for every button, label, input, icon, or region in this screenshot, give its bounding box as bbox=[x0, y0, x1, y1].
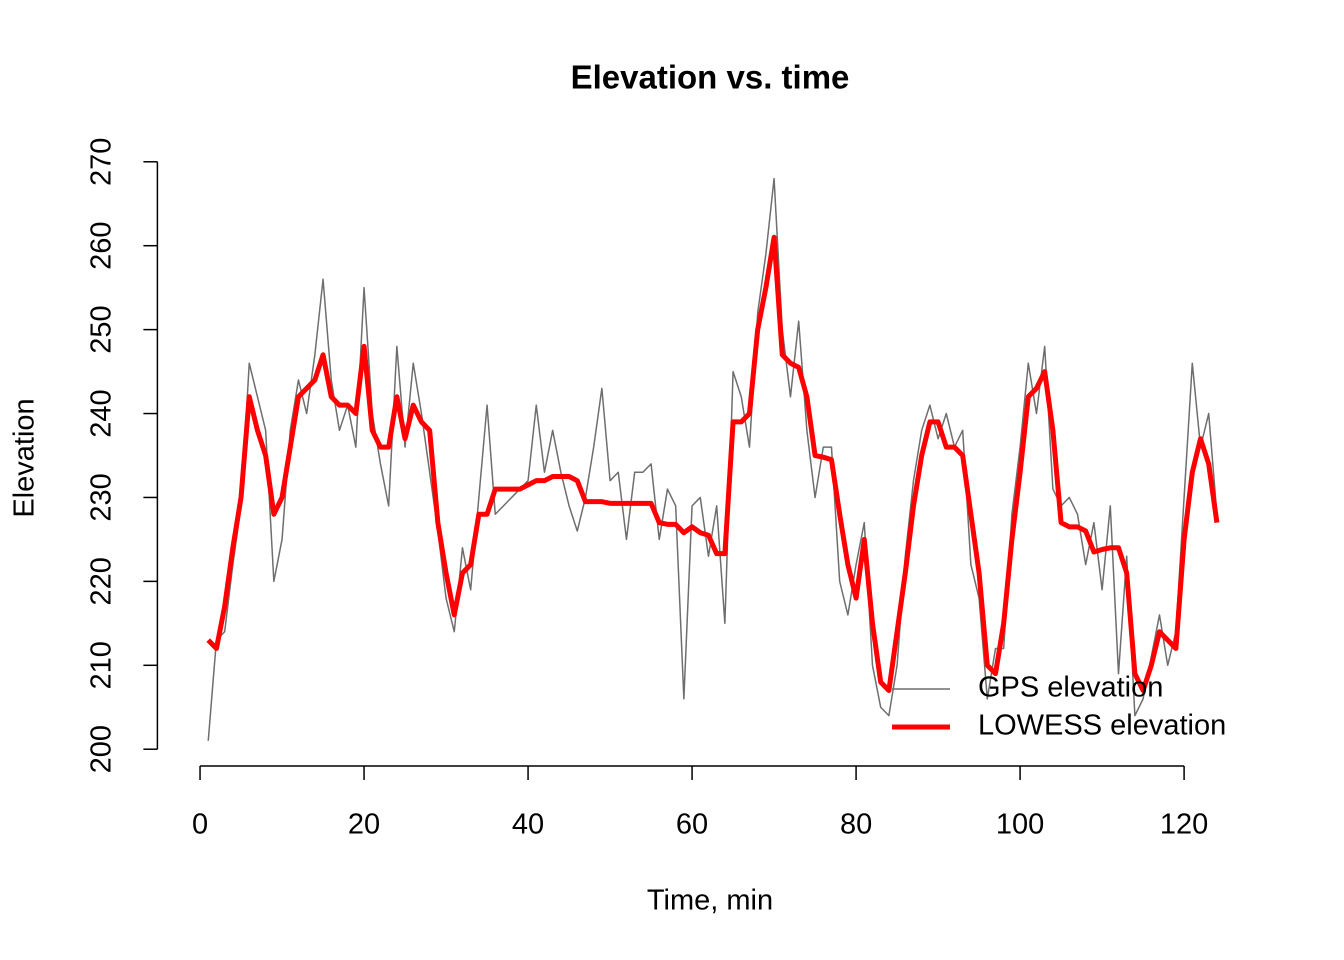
y-tick-label: 250 bbox=[86, 305, 118, 353]
y-tick-label: 220 bbox=[86, 557, 118, 605]
x-axis-label: Time, min bbox=[647, 885, 773, 917]
x-tick-label: 100 bbox=[996, 809, 1044, 841]
y-tick-label: 200 bbox=[86, 725, 118, 773]
y-tick-label: 270 bbox=[86, 138, 118, 186]
chart-title: Elevation vs. time bbox=[571, 59, 850, 96]
series-line bbox=[207, 177, 1218, 741]
x-tick-label: 60 bbox=[676, 809, 708, 841]
y-tick-label: 210 bbox=[86, 641, 118, 689]
y-tick-label: 260 bbox=[86, 222, 118, 270]
x-tick-label: 0 bbox=[192, 809, 208, 841]
y-tick-label: 240 bbox=[86, 389, 118, 437]
x-tick-label: 80 bbox=[840, 809, 872, 841]
legend-label: LOWESS elevation bbox=[978, 710, 1226, 742]
x-tick-label: 20 bbox=[348, 809, 380, 841]
y-axis-label: Elevation bbox=[9, 398, 41, 517]
x-tick-label: 120 bbox=[1160, 809, 1208, 841]
series-line bbox=[206, 234, 1220, 693]
legend-label: GPS elevation bbox=[978, 672, 1163, 704]
x-tick-label: 40 bbox=[512, 809, 544, 841]
y-tick-label: 230 bbox=[86, 473, 118, 521]
